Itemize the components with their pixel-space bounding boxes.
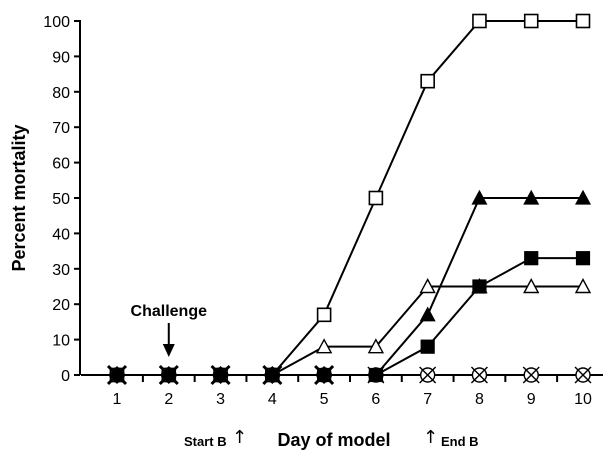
data-point-circle-x xyxy=(470,366,488,384)
x-tick-label: 7 xyxy=(423,391,432,408)
y-tick-label: 80 xyxy=(52,85,70,102)
end-b-label: End B xyxy=(441,434,479,449)
data-point-open-square xyxy=(420,73,435,89)
data-point-open-triangle xyxy=(523,278,540,294)
data-point-open-triangle xyxy=(574,278,592,294)
x-tick-label: 2 xyxy=(164,391,173,408)
x-axis-title: Day of model xyxy=(277,430,390,450)
data-point-open-triangle xyxy=(315,338,333,354)
data-point-filled-square xyxy=(420,339,435,354)
data-point-filled-triangle xyxy=(574,189,592,205)
x-tick-label: 6 xyxy=(371,391,380,408)
start-b-arrow-icon: ↑ xyxy=(232,427,247,448)
data-point-circle-x xyxy=(522,366,540,384)
y-tick-label: 40 xyxy=(52,226,70,243)
end-b-arrow-icon: ↑ xyxy=(423,427,438,448)
x-tick-label: 8 xyxy=(475,391,484,408)
data-point-open-triangle xyxy=(367,338,385,354)
data-point-circle-x xyxy=(419,366,437,384)
y-tick-label: 90 xyxy=(52,49,70,66)
data-point-filled-square xyxy=(472,279,487,294)
x-tick-label: 1 xyxy=(113,391,122,408)
data-point-overlap-cluster xyxy=(158,364,179,386)
series-line-open-triangle xyxy=(117,285,583,376)
y-tick-label: 0 xyxy=(61,368,70,385)
y-tick-label: 60 xyxy=(52,156,70,173)
data-point-filled-triangle xyxy=(419,306,436,322)
challenge-arrow-head xyxy=(162,344,175,357)
data-point-open-triangle xyxy=(419,278,436,294)
data-point-overlap-cluster xyxy=(106,364,128,386)
series-layer xyxy=(117,20,583,376)
y-tick-label: 50 xyxy=(52,191,70,208)
annotations: Challenge Start B End B ↑ ↑ xyxy=(131,303,479,449)
x-tick-label: 4 xyxy=(268,391,277,408)
y-tick-label: 20 xyxy=(52,297,70,314)
start-b-label: Start B xyxy=(184,434,227,449)
data-point-overlap-cluster xyxy=(262,364,283,386)
x-tick-label: 5 xyxy=(320,391,329,408)
y-axis-title: Percent mortality xyxy=(9,124,29,271)
data-point-filled-triangle xyxy=(367,366,384,382)
y-tick-label: 70 xyxy=(52,120,70,137)
challenge-annotation-label: Challenge xyxy=(131,303,208,320)
data-point-overlap-cluster xyxy=(314,364,335,386)
data-point-open-square xyxy=(575,13,591,29)
data-point-open-square xyxy=(472,13,487,29)
y-tick-label: 10 xyxy=(52,333,70,350)
data-point-filled-triangle xyxy=(523,189,540,205)
data-point-open-square xyxy=(523,13,539,29)
x-tick-label: 3 xyxy=(216,391,225,408)
data-point-overlap-cluster xyxy=(210,364,231,386)
y-tick-label: 30 xyxy=(52,262,70,279)
data-point-open-square xyxy=(368,190,384,206)
marker-layer xyxy=(106,13,592,386)
data-point-filled-square xyxy=(575,251,591,266)
data-point-filled-square xyxy=(524,251,539,266)
x-tick-label: 9 xyxy=(527,391,536,408)
data-point-open-square xyxy=(316,307,332,323)
data-point-circle-x xyxy=(574,366,592,384)
y-tick-label: 100 xyxy=(43,14,70,31)
data-point-filled-triangle xyxy=(471,189,488,205)
x-tick-label: 10 xyxy=(574,391,592,408)
